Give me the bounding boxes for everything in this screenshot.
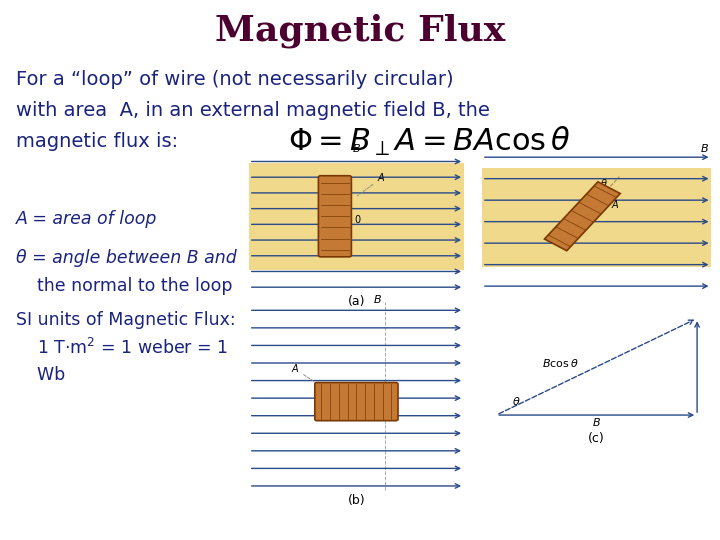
Text: θ = angle between B and: θ = angle between B and [16, 248, 236, 267]
Text: $\theta$: $\theta$ [512, 395, 521, 407]
Text: A: A [292, 364, 322, 387]
Text: SI units of Magnetic Flux:: SI units of Magnetic Flux: [16, 310, 235, 328]
Text: magnetic flux is:: magnetic flux is: [16, 132, 178, 151]
Text: $B\cos\theta$: $B\cos\theta$ [542, 357, 579, 369]
Polygon shape [544, 182, 620, 251]
Text: $\theta$: $\theta$ [600, 177, 608, 189]
Text: $\Phi = B_{\perp}A = BA\cos\theta$: $\Phi = B_{\perp}A = BA\cos\theta$ [288, 125, 571, 158]
Text: with area  A, in an external magnetic field B, the: with area A, in an external magnetic fie… [16, 101, 490, 120]
Text: the normal to the loop: the normal to the loop [27, 276, 233, 295]
Text: Wb: Wb [27, 367, 66, 384]
Text: A = area of loop: A = area of loop [16, 210, 157, 228]
Text: A: A [357, 173, 384, 196]
FancyBboxPatch shape [482, 168, 711, 267]
Text: 1 T·m$^2$ = 1 weber = 1: 1 T·m$^2$ = 1 weber = 1 [27, 338, 228, 357]
Text: (c): (c) [588, 432, 605, 445]
Text: A: A [611, 200, 618, 210]
Text: B: B [701, 145, 708, 154]
Text: For a “loop” of wire (not necessarily circular): For a “loop” of wire (not necessarily ci… [16, 70, 454, 89]
Text: B: B [353, 145, 360, 154]
FancyBboxPatch shape [315, 382, 398, 421]
FancyBboxPatch shape [249, 163, 464, 270]
Text: (a): (a) [348, 295, 365, 308]
Text: B: B [593, 418, 600, 428]
Text: $\theta=90°$: $\theta=90°$ [356, 386, 392, 398]
Text: (b): (b) [348, 494, 365, 507]
Text: $\theta=0$: $\theta=0$ [336, 213, 362, 225]
Text: B: B [374, 295, 382, 305]
FancyBboxPatch shape [318, 176, 351, 257]
Text: Magnetic Flux: Magnetic Flux [215, 14, 505, 48]
